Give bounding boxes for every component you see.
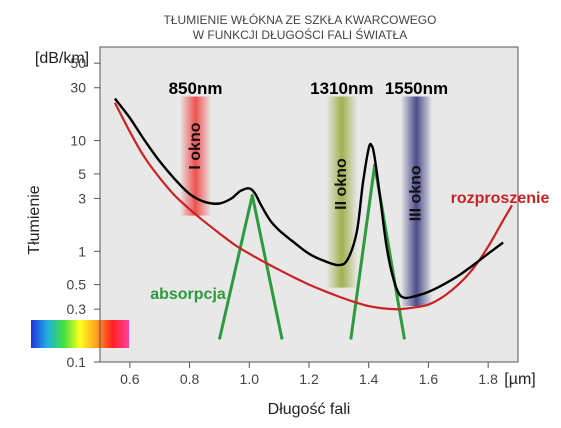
x-tick-label: 0.6 [120, 371, 140, 387]
y-axis-label: Tłumienie [26, 185, 43, 254]
x-tick-label: 1.2 [299, 371, 319, 387]
x-tick-label: 1.0 [240, 371, 260, 387]
x-axis-label: Długość fali [268, 401, 351, 418]
chart-title-line-1: TŁUMIENIE WŁÓKNA ZE SZKŁA KWARCOWEGO [164, 12, 437, 27]
x-tick-label: 1.6 [419, 371, 439, 387]
y-unit-label: [dB/km] [35, 50, 89, 67]
total-attenuation-curve [113, 97, 504, 300]
scattering-curve [113, 102, 513, 311]
absorption-peak-1 [217, 193, 284, 340]
legend-absorption: absorpcja [150, 286, 226, 303]
y-tick-label: 50 [70, 55, 86, 71]
y-tick-label: 0.1 [67, 354, 87, 370]
transmission-window-2 [326, 96, 357, 288]
transmission-window-1 [180, 96, 211, 216]
x-tick-label: 1.8 [478, 371, 498, 387]
window-wavelength-label-2: 1310nm [310, 79, 373, 98]
window-wavelength-label-1: 850nm [169, 79, 223, 98]
plot-area [100, 47, 518, 362]
y-tick-label: 1 [78, 243, 86, 259]
y-tick-label: 10 [70, 133, 86, 149]
window-name-1: I okno [187, 122, 204, 169]
x-tick-label: 1.4 [359, 371, 379, 387]
y-tick-label: 5 [78, 166, 86, 182]
window-name-2: II okno [333, 158, 350, 210]
y-tick-label: 0.3 [67, 301, 87, 317]
y-tick-label: 3 [78, 190, 86, 206]
y-tick-label: 0.5 [67, 277, 87, 293]
visible-spectrum-bar [31, 320, 129, 348]
window-wavelength-label-3: 1550nm [385, 79, 448, 98]
y-tick-label: 30 [70, 80, 86, 96]
transmission-window-3 [401, 96, 432, 307]
chart-title-line-2: W FUNKCJI DŁUGOŚCI FALI ŚWIATŁA [193, 27, 407, 42]
x-unit-label: [µm] [504, 371, 535, 388]
window-name-3: III okno [408, 165, 425, 221]
legend-scattering: rozproszenie [451, 190, 550, 207]
x-tick-label: 0.8 [180, 371, 200, 387]
